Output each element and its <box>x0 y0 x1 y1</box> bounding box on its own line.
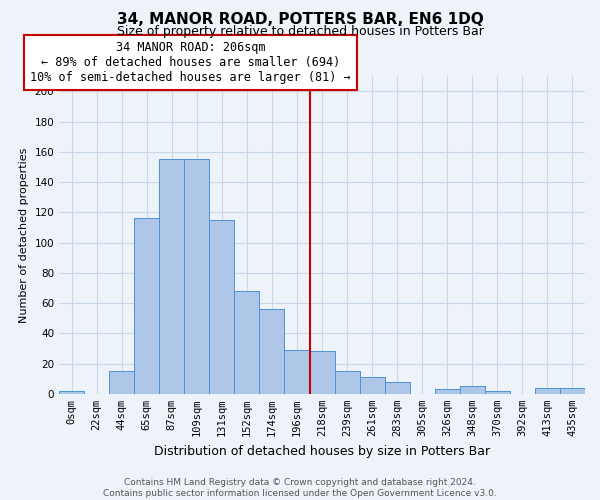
Bar <box>284 350 310 394</box>
Text: Contains HM Land Registry data © Crown copyright and database right 2024.
Contai: Contains HM Land Registry data © Crown c… <box>103 478 497 498</box>
Bar <box>59 391 84 394</box>
Bar <box>535 388 560 394</box>
Bar <box>485 391 510 394</box>
Bar <box>310 352 335 394</box>
Bar <box>385 382 410 394</box>
Bar <box>259 309 284 394</box>
Bar <box>560 388 585 394</box>
Bar <box>209 220 235 394</box>
Bar <box>184 160 209 394</box>
Bar <box>159 160 184 394</box>
Bar <box>109 371 134 394</box>
X-axis label: Distribution of detached houses by size in Potters Bar: Distribution of detached houses by size … <box>154 444 490 458</box>
Bar <box>134 218 159 394</box>
Bar <box>435 390 460 394</box>
Text: Size of property relative to detached houses in Potters Bar: Size of property relative to detached ho… <box>116 25 484 38</box>
Bar <box>460 386 485 394</box>
Text: 34, MANOR ROAD, POTTERS BAR, EN6 1DQ: 34, MANOR ROAD, POTTERS BAR, EN6 1DQ <box>116 12 484 28</box>
Bar <box>235 291 259 394</box>
Bar <box>359 377 385 394</box>
Bar <box>335 371 359 394</box>
Text: 34 MANOR ROAD: 206sqm
← 89% of detached houses are smaller (694)
10% of semi-det: 34 MANOR ROAD: 206sqm ← 89% of detached … <box>30 41 351 84</box>
Y-axis label: Number of detached properties: Number of detached properties <box>19 148 29 323</box>
